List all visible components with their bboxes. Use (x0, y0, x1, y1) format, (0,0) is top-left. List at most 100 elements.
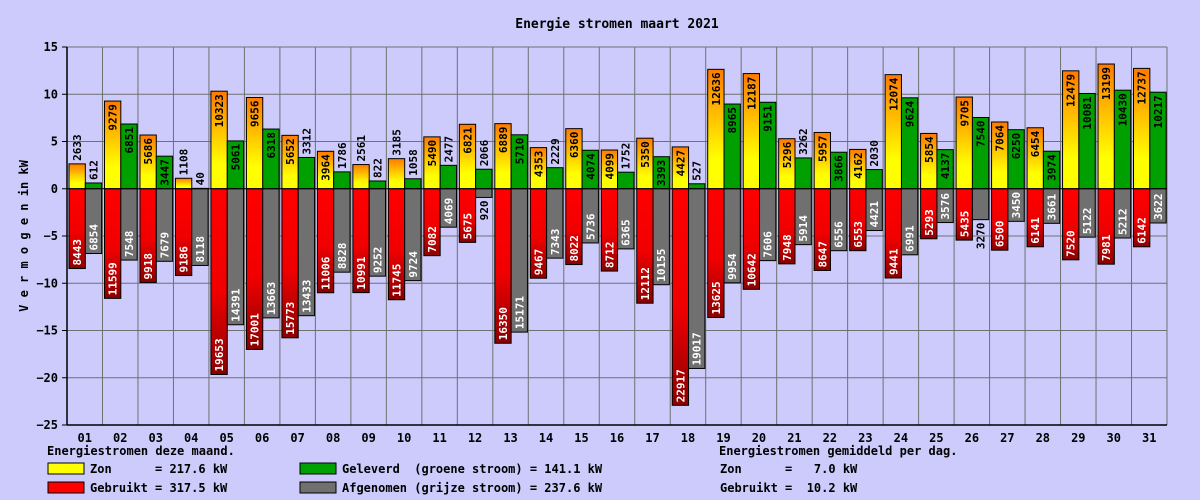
data-label-gebruikt: 8712 (603, 242, 616, 269)
data-label-geleverd: 2066 (478, 139, 491, 166)
data-label-gebruikt: 11006 (320, 256, 333, 289)
data-label-geleverd: 1058 (407, 149, 420, 176)
data-label-geleverd: 3447 (158, 159, 171, 186)
data-label-zon: 12074 (887, 77, 900, 110)
bar-geleverd (865, 169, 883, 190)
data-label-gebruikt: 6142 (1136, 217, 1149, 244)
legend-swatch-afgenomen (299, 481, 337, 494)
data-label-gebruikt: 6553 (852, 221, 865, 248)
data-label-geleverd: 3974 (1046, 154, 1059, 181)
data-label-afgenomen: 8828 (336, 243, 349, 270)
data-label-afgenomen: 7679 (158, 232, 171, 259)
data-label-zon: 9705 (958, 100, 971, 127)
x-tick-label: 05 (219, 431, 233, 445)
x-tick-label: 26 (965, 431, 979, 445)
data-label-geleverd: 7540 (975, 120, 988, 147)
data-label-zon: 5854 (923, 136, 936, 163)
x-tick-label: 20 (752, 431, 766, 445)
data-label-zon: 12187 (745, 77, 758, 110)
data-label-geleverd: 822 (371, 158, 384, 178)
data-label-gebruikt: 7520 (1065, 230, 1078, 257)
data-label-geleverd: 527 (691, 161, 704, 181)
data-label-geleverd: 6250 (1010, 133, 1023, 160)
data-label-afgenomen: 7343 (549, 229, 562, 256)
x-tick-label: 30 (1107, 431, 1121, 445)
data-label-afgenomen: 9724 (407, 251, 420, 278)
bar-afgenomen (971, 188, 990, 221)
data-label-afgenomen: 7548 (123, 231, 136, 258)
x-tick-label: 17 (645, 431, 659, 445)
data-label-zon: 5652 (284, 138, 297, 165)
data-label-afgenomen: 9954 (726, 253, 739, 280)
data-label-afgenomen: 5212 (1117, 209, 1130, 236)
data-label-afgenomen: 13433 (300, 280, 313, 313)
x-tick-label: 06 (255, 431, 269, 445)
data-label-geleverd: 2477 (442, 136, 455, 163)
data-label-zon: 12479 (1065, 74, 1078, 107)
legend-text-afgenomen: Afgenomen (grijze stroom) = 237.6 kW (342, 481, 603, 495)
data-label-afgenomen: 6556 (833, 221, 846, 248)
data-label-afgenomen: 5914 (797, 215, 810, 242)
data-label-geleverd: 9151 (762, 105, 775, 132)
data-label-zon: 4099 (603, 153, 616, 180)
y-tick-label: −5 (44, 229, 58, 243)
x-tick-label: 31 (1142, 431, 1156, 445)
x-tick-label: 03 (148, 431, 162, 445)
data-label-zon: 3964 (320, 154, 333, 181)
data-label-afgenomen: 3270 (975, 223, 988, 250)
data-label-geleverd: 1786 (336, 142, 349, 169)
data-label-afgenomen: 3576 (939, 193, 952, 220)
data-label-gebruikt: 5435 (958, 211, 971, 238)
data-label-geleverd: 4074 (584, 153, 597, 180)
y-tick-label: −20 (36, 371, 58, 385)
y-tick-label: −15 (36, 324, 58, 338)
x-tick-label: 14 (539, 431, 553, 445)
data-label-zon: 13199 (1100, 67, 1113, 100)
data-label-zon: 12737 (1136, 71, 1149, 104)
legend-avg-heading: Energiestromen gemiddeld per dag. (719, 444, 957, 458)
data-label-geleverd: 10081 (1081, 96, 1094, 129)
data-label-zon: 1108 (178, 149, 191, 176)
bar-geleverd (368, 180, 387, 190)
data-label-gebruikt: 9441 (887, 248, 900, 275)
data-label-geleverd: 1752 (620, 143, 633, 170)
data-label-geleverd: 40 (194, 172, 207, 185)
data-label-zon: 4427 (674, 150, 687, 177)
data-label-zon: 7064 (994, 125, 1007, 152)
legend-month-heading: Energiestromen deze maand. (47, 444, 235, 458)
data-label-zon: 5490 (426, 140, 439, 167)
data-label-afgenomen: 14391 (229, 288, 242, 321)
y-tick-label: −25 (36, 418, 58, 432)
data-label-zon: 12636 (710, 72, 723, 105)
bar-geleverd (546, 167, 564, 190)
data-label-afgenomen: 920 (478, 200, 491, 220)
data-label-afgenomen: 3450 (1010, 192, 1023, 219)
x-tick-label: 01 (78, 431, 92, 445)
data-label-geleverd: 5710 (513, 138, 526, 165)
bar-geleverd (688, 183, 706, 190)
legend-swatch-zon (47, 462, 85, 475)
bar-geleverd (475, 168, 493, 190)
data-label-afgenomen: 7606 (762, 231, 775, 258)
data-label-zon: 9279 (107, 104, 120, 130)
data-label-geleverd: 6318 (265, 132, 278, 159)
x-tick-label: 29 (1071, 431, 1085, 445)
data-label-gebruikt: 16350 (497, 307, 510, 340)
x-tick-label: 23 (858, 431, 872, 445)
data-label-gebruikt: 9467 (532, 249, 545, 276)
x-tick-label: 08 (326, 431, 340, 445)
data-label-gebruikt: 11599 (107, 262, 120, 295)
bar-geleverd (617, 171, 635, 190)
data-label-geleverd: 9624 (904, 100, 917, 127)
x-tick-label: 21 (787, 431, 801, 445)
data-label-geleverd: 2229 (549, 138, 562, 165)
legend-swatch-geleverd (299, 462, 337, 475)
data-label-afgenomen: 4421 (868, 201, 881, 228)
x-tick-label: 22 (823, 431, 837, 445)
data-label-gebruikt: 8647 (816, 241, 829, 268)
x-tick-label: 02 (113, 431, 127, 445)
data-label-geleverd: 10430 (1117, 93, 1130, 126)
data-label-afgenomen: 9252 (371, 247, 384, 274)
bar-afgenomen (475, 188, 493, 198)
legend-text-gebruikt: Gebruikt = 317.5 kW (90, 481, 228, 495)
